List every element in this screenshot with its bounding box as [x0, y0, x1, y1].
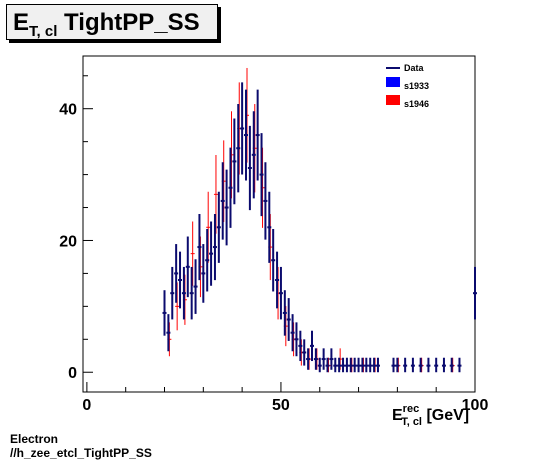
chart-title: ET, cl TightPP_SS: [6, 4, 218, 40]
legend-label: Data: [404, 63, 425, 73]
title-rest: TightPP_SS: [64, 9, 200, 36]
y-tick-label: 20: [59, 233, 77, 250]
x-label-main: E: [392, 407, 403, 424]
legend-swatch-s1946: [386, 95, 400, 105]
legend-label: s1946: [404, 99, 429, 109]
y-tick-label: 0: [68, 365, 77, 382]
x-axis-label: ErecT, cl [GeV]: [392, 403, 470, 428]
y-tick-label: 40: [59, 102, 77, 119]
title-subscript: T, cl: [29, 23, 58, 40]
footer-label: Electron: [10, 432, 59, 446]
x-tick-label: 0: [82, 397, 91, 414]
footer-path: //h_zee_etcl_TightPP_SS: [10, 446, 152, 460]
x-label-sup: rec: [402, 403, 420, 415]
legend-swatch-s1933: [386, 77, 400, 87]
x-tick-label: 100: [462, 397, 489, 414]
x-label-sub: T, cl: [401, 416, 422, 428]
x-tick-label: 50: [272, 397, 290, 414]
title-main: E: [13, 9, 30, 36]
plot-frame: [82, 55, 476, 393]
x-label-unit: [GeV]: [426, 407, 470, 424]
legend-label: s1933: [404, 81, 429, 91]
